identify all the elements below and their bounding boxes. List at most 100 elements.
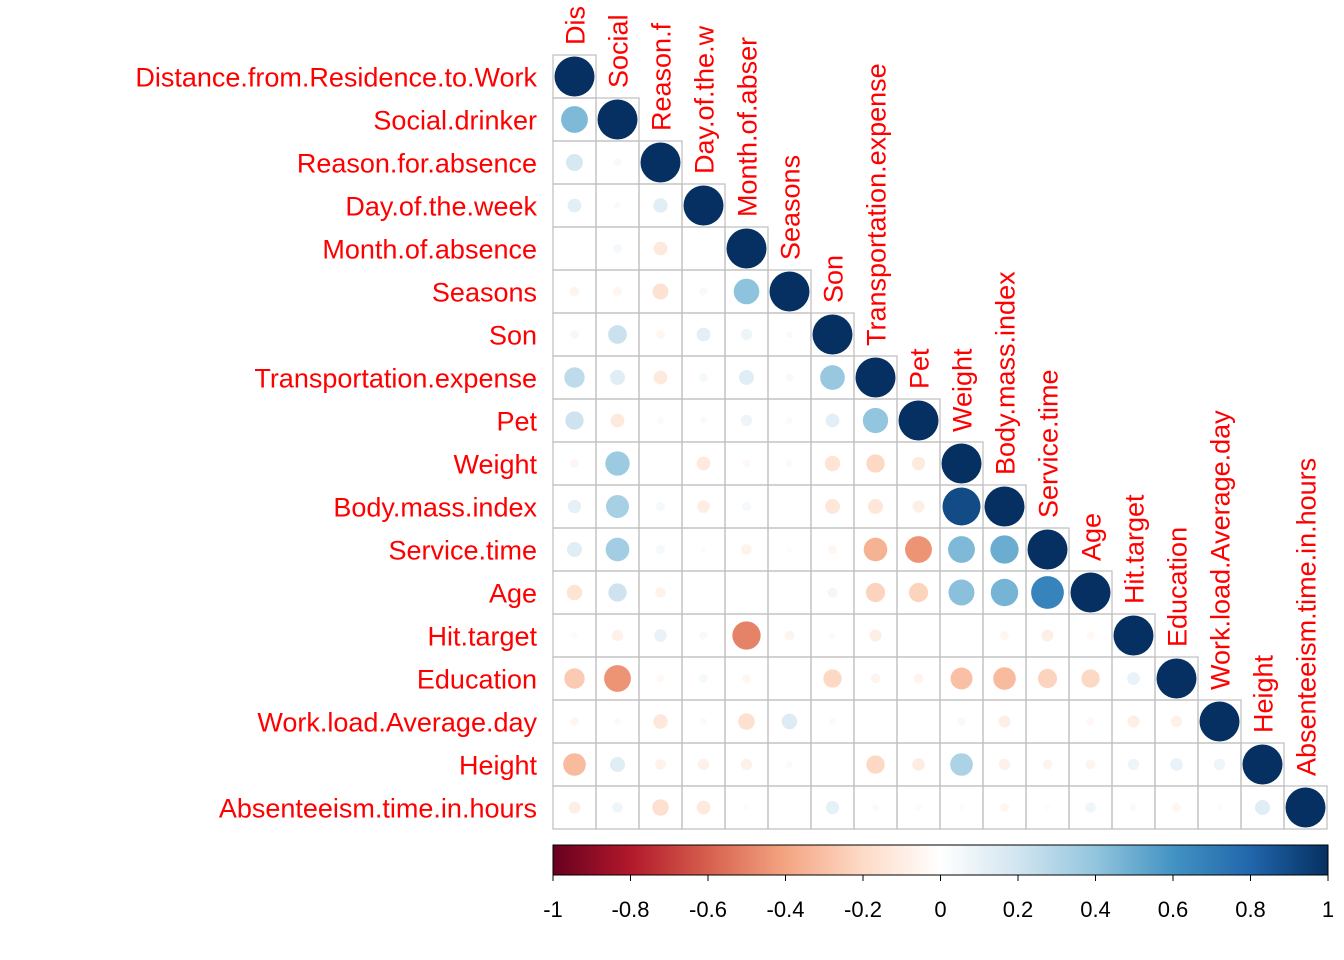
correlation-circle [866, 755, 885, 774]
column-label: Education [1163, 527, 1193, 647]
correlation-circle [608, 583, 627, 602]
correlation-circle [990, 535, 1019, 564]
row-label: Work.load.Average.day [257, 708, 537, 738]
correlation-circle [564, 668, 585, 689]
correlation-circle [855, 357, 896, 398]
grid-cell [767, 484, 812, 529]
correlation-circle [657, 417, 664, 424]
correlation-circle [1156, 658, 1197, 699]
correlation-circle [827, 587, 838, 598]
correlation-circle [738, 713, 755, 730]
grid-cell [681, 570, 726, 615]
correlation-circle [610, 370, 625, 385]
correlation-circle [863, 537, 888, 562]
grid-cell [1025, 699, 1070, 744]
correlation-circle [608, 325, 627, 344]
correlation-circle [1085, 802, 1096, 813]
correlation-circle [613, 158, 622, 167]
correlation-circle [1085, 759, 1096, 770]
correlation-circle [1000, 631, 1009, 640]
correlation-circle [865, 582, 886, 603]
correlation-circle [829, 718, 836, 725]
correlation-circle [1242, 744, 1283, 785]
row-label: Pet [496, 407, 537, 437]
correlation-circle [786, 761, 793, 768]
grid-cell [767, 570, 812, 615]
grid-cell [1283, 785, 1328, 830]
correlation-circle [567, 198, 582, 213]
correlation-circle [1113, 615, 1154, 656]
correlation-circle [697, 758, 710, 771]
correlation-circle [566, 584, 583, 601]
column-label: Age [1077, 513, 1107, 561]
correlation-circle [870, 673, 881, 684]
correlation-circle [568, 801, 581, 814]
column-label: Son [819, 255, 849, 303]
correlation-circle [740, 758, 753, 771]
correlation-circle [823, 669, 842, 688]
correlation-circle [913, 673, 924, 684]
correlation-circle [1216, 804, 1223, 811]
correlation-circle [571, 632, 578, 639]
correlation-circle [993, 667, 1016, 690]
correlation-circle [565, 411, 584, 430]
correlation-circle [812, 314, 853, 355]
row-label: Social.drinker [373, 106, 537, 136]
correlation-circle [610, 757, 625, 772]
correlation-circle [1070, 572, 1111, 613]
row-label: Age [489, 579, 537, 609]
correlation-circle [948, 536, 975, 563]
correlation-circle [825, 413, 840, 428]
correlation-circle [656, 545, 665, 554]
correlation-circle [699, 287, 708, 296]
correlation-circle [1081, 669, 1100, 688]
correlation-circle [1031, 576, 1064, 609]
correlation-circle [683, 185, 724, 226]
correlation-circle [1027, 529, 1068, 570]
row-label: Body.mass.index [333, 493, 537, 523]
correlation-circle [957, 717, 966, 726]
row-label: Month.of.absence [322, 235, 537, 265]
correlation-circle [786, 460, 793, 467]
correlation-circle [998, 715, 1011, 728]
correlation-circle [1127, 672, 1140, 685]
correlation-circles [554, 56, 1326, 828]
correlation-circle [610, 413, 625, 428]
correlation-circle [742, 674, 751, 683]
correlation-circle [990, 578, 1019, 607]
correlation-circle [741, 544, 752, 555]
correlation-circle [564, 367, 585, 388]
correlation-circle [740, 328, 753, 341]
correlation-circle [866, 454, 885, 473]
correlation-circle [1042, 759, 1053, 770]
column-label: Absenteeism.time.in.hours [1292, 458, 1322, 776]
row-label: Seasons [432, 278, 537, 308]
correlation-circle [1170, 758, 1183, 771]
correlation-circle [781, 713, 798, 730]
correlation-circle [825, 499, 840, 514]
column-label: Reason.f [647, 22, 677, 131]
correlation-circle [1170, 715, 1183, 728]
correlation-circle [613, 287, 622, 296]
correlation-circle [958, 804, 965, 811]
correlation-circle [1199, 701, 1240, 742]
correlation-circle [869, 629, 882, 642]
correlation-circle [908, 582, 929, 603]
correlation-circle [739, 370, 754, 385]
correlation-circle [700, 546, 707, 553]
correlation-circle [740, 414, 753, 427]
correlation-circle [604, 665, 631, 692]
colorbar-gradient [552, 844, 1329, 876]
colorbar-tick-label: 0.2 [1003, 897, 1034, 922]
correlation-circle [742, 459, 751, 468]
correlation-circle [561, 106, 588, 133]
correlation-circle [696, 327, 711, 342]
colorbar-tick-label: 0.4 [1080, 897, 1111, 922]
correlation-circle [653, 370, 668, 385]
correlation-circle [786, 331, 793, 338]
column-label: Seasons [776, 155, 806, 260]
grid-cell [724, 570, 769, 615]
correlation-circle [872, 804, 879, 811]
row-label: Hit.target [427, 622, 537, 652]
correlation-circle [733, 278, 760, 305]
